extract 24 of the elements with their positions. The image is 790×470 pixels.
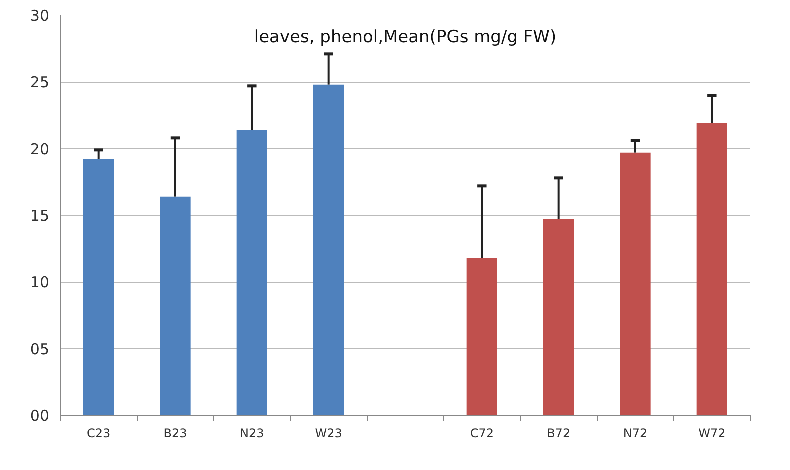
x-tick-label: N23	[240, 426, 264, 440]
y-tick-label: 15	[30, 207, 50, 225]
y-tick-label: 00	[30, 407, 50, 425]
x-tick-label: W23	[315, 426, 342, 440]
text: leaves, phenol,Mean(PGs mg/g FW)	[254, 28, 557, 48]
bar	[314, 84, 344, 416]
x-tick-label: B23	[164, 426, 188, 440]
bar	[544, 220, 574, 416]
x-tick-label: C23	[87, 426, 111, 440]
y-tick-label: 10	[30, 274, 50, 292]
y-tick-label: 25	[30, 74, 50, 92]
bar	[236, 130, 268, 416]
x-tick-label: W72	[698, 426, 726, 440]
bar	[466, 258, 498, 416]
bar	[696, 124, 728, 416]
bar	[84, 160, 114, 416]
bar	[620, 152, 651, 416]
x-tick-label: B72	[547, 426, 571, 440]
bar	[160, 196, 191, 416]
y-tick-label: 05	[30, 340, 50, 358]
x-tick-label: N72	[623, 426, 648, 440]
x-tick-label: C72	[470, 426, 494, 440]
y-tick-label: 30	[30, 7, 50, 25]
y-tick-label: 20	[30, 140, 50, 158]
